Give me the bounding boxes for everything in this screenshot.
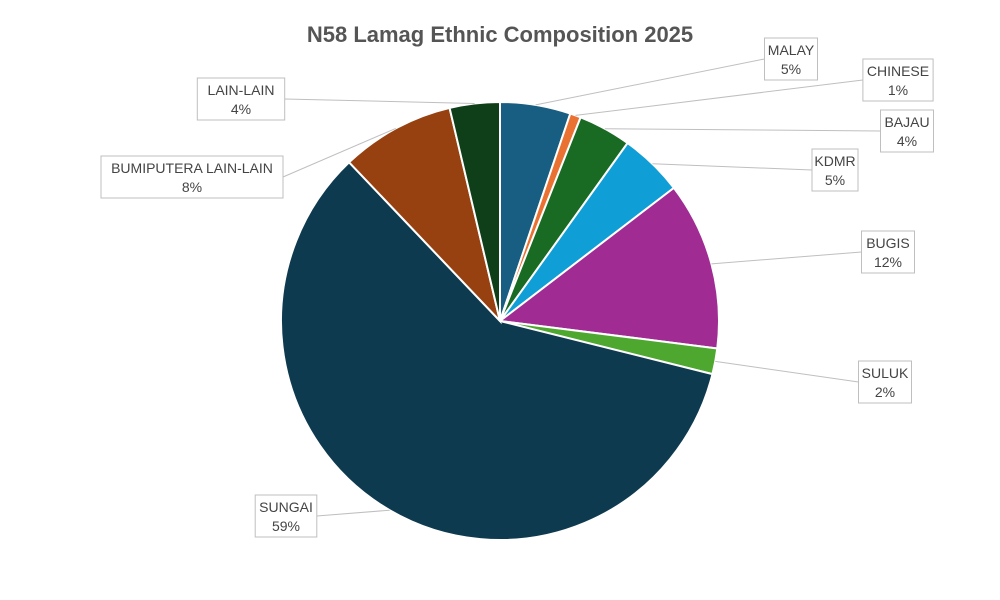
slice-label-suluk: SULUK (862, 365, 909, 381)
leader-line-bumiputera-lain-lain (282, 127, 396, 178)
slice-percent-bugis: 12% (874, 254, 902, 270)
slice-percent-bumiputera-lain-lain: 8% (182, 179, 202, 195)
slice-label-bajau: BAJAU (884, 114, 929, 130)
slice-percent-kdmr: 5% (825, 172, 845, 188)
pie-slice-lain-lain (448, 100, 501, 322)
leader-line-sungai (316, 509, 390, 517)
leader-line-bugis (711, 251, 862, 265)
slice-percent-lain-lain: 4% (231, 101, 251, 117)
label-box-chinese (862, 58, 934, 102)
slice-label-kdmr: KDMR (814, 153, 855, 169)
slice-percent-malay: 5% (781, 61, 801, 77)
leader-line-bajau (604, 128, 881, 132)
label-box-bumiputera-lain-lain (100, 155, 284, 199)
slice-label-bumiputera-lain-lain: BUMIPUTERA LAIN-LAIN (111, 160, 273, 176)
leader-line-kdmr (652, 163, 813, 171)
label-box-bugis (861, 230, 915, 274)
label-box-lain-lain (196, 77, 286, 121)
leader-line-malay (535, 58, 765, 106)
leader-line-suluk (715, 360, 859, 383)
slice-label-chinese: CHINESE (867, 63, 929, 79)
label-box-malay (764, 37, 818, 81)
pie-slice-bumiputera-lain-lain (347, 106, 502, 325)
label-box-sungai (254, 494, 318, 538)
slice-label-lain-lain: LAIN-LAIN (208, 82, 275, 98)
slice-label-sungai: SUNGAI (259, 499, 313, 515)
slice-percent-sungai: 59% (272, 518, 300, 534)
slice-label-malay: MALAY (768, 42, 815, 58)
chart-title: N58 Lamag Ethnic Composition 2025 (306, 22, 694, 47)
leader-line-chinese (575, 79, 863, 116)
slice-percent-suluk: 2% (875, 384, 895, 400)
pie-slice-sungai (280, 160, 714, 541)
label-box-suluk (858, 360, 912, 404)
slice-percent-bajau: 4% (897, 133, 917, 149)
slice-label-bugis: BUGIS (866, 235, 910, 251)
slice-percent-chinese: 1% (888, 82, 908, 98)
label-box-bajau (880, 109, 934, 153)
leader-line-lain-lain (284, 98, 475, 104)
label-box-kdmr (811, 148, 859, 192)
